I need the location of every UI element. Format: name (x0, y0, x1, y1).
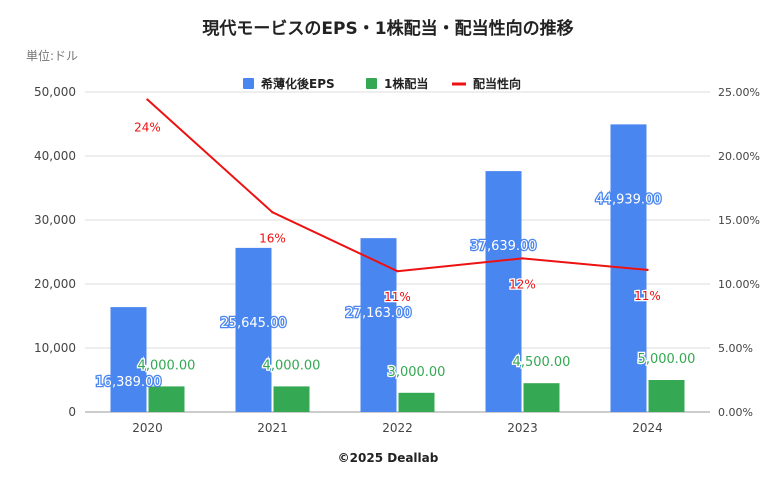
y-tick-label-right: 15.00% (718, 214, 760, 227)
legend-label-eps: 希薄化後EPS (260, 76, 335, 91)
y-tick-label-right: 0.00% (718, 406, 753, 419)
payout-ratio-point (146, 98, 149, 101)
dividend-value-label: 3,000.00 (388, 365, 446, 380)
data-labels: 16,389.00 4,000.00 24% 25,645.00 4,000.00 16%… (94, 119, 697, 391)
bar-eps (235, 247, 272, 412)
y-tick-label-right: 10.00% (718, 278, 760, 291)
eps-value-label: 27,163.00 (345, 306, 411, 321)
y-tick-label-right: 20.00% (718, 150, 760, 163)
legend: 希薄化後EPS 1株配当 配当性向 (243, 76, 521, 91)
y-tick-label-left: 10,000 (34, 341, 76, 355)
eps-value-label: 25,645.00 (220, 316, 286, 331)
credit-text: ©2025 Deallab (338, 451, 439, 465)
legend-swatch-dividend (366, 78, 377, 89)
x-tick-label: 2021 (257, 421, 288, 435)
eps-value-label: 16,389.00 (95, 375, 161, 390)
y-tick-label-right: 5.00% (718, 342, 753, 355)
y-tick-label-left: 40,000 (34, 149, 76, 163)
legend-label-ratio: 配当性向 (473, 76, 521, 91)
payout-ratio-label: 16% (259, 231, 286, 245)
bar-eps (360, 238, 397, 412)
payout-ratio-label: 12% (509, 277, 536, 291)
bar-dividend (273, 386, 310, 412)
bar-eps (485, 171, 522, 412)
x-tick-label: 2020 (132, 421, 163, 435)
bar-eps (110, 307, 147, 412)
unit-label: 単位:ドル (26, 48, 78, 63)
bar-dividend (148, 386, 185, 412)
dividend-value-label: 4,500.00 (513, 355, 571, 370)
x-tick-label: 2024 (632, 421, 663, 435)
ratio-line (146, 98, 649, 273)
payout-ratio-label: 11% (384, 290, 411, 304)
gridlines (85, 91, 710, 413)
y-tick-label-left: 20,000 (34, 277, 76, 291)
y-tick-label-left: 30,000 (34, 213, 76, 227)
dividend-value-label: 4,000.00 (263, 358, 321, 373)
payout-ratio-point (271, 211, 274, 214)
dividend-value-label: 5,000.00 (638, 352, 696, 367)
legend-label-dividend: 1株配当 (384, 76, 428, 91)
x-tick-label: 2023 (507, 421, 538, 435)
y-tick-label-left: 0 (68, 405, 76, 419)
payout-ratio-point (646, 268, 649, 272)
left-axis: 0 10,000 20,000 30,000 40,000 50,000 (34, 85, 76, 419)
x-axis: 2020 2021 2022 2023 2024 (132, 421, 663, 435)
payout-ratio-line (146, 98, 648, 273)
payout-ratio-label: 24% (134, 121, 161, 135)
y-tick-label-left: 50,000 (34, 85, 76, 99)
bar-dividend (398, 392, 435, 412)
right-axis: 0.00% 5.00% 10.00% 15.00% 20.00% 25.00% (718, 86, 760, 419)
x-tick-label: 2022 (382, 421, 413, 435)
eps-value-label: 37,639.00 (470, 239, 536, 254)
payout-ratio-label: 11% (634, 289, 661, 303)
legend-swatch-eps (243, 78, 254, 89)
payout-ratio-point (396, 270, 399, 273)
payout-ratio-point (521, 257, 524, 260)
y-tick-label-right: 25.00% (718, 86, 760, 99)
bar-dividend (523, 383, 560, 412)
chart-title: 現代モービスのEPS・1株配当・配当性向の推移 (202, 18, 573, 39)
dividend-value-label: 4,000.00 (138, 358, 196, 373)
bar-dividend (648, 380, 685, 412)
eps-value-label: 44,939.00 (595, 192, 661, 207)
